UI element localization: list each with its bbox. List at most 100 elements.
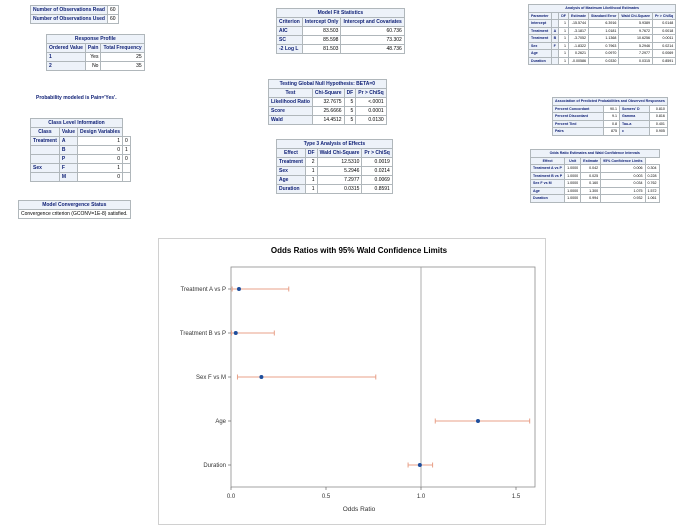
table-cell: 1 [558, 49, 569, 58]
y-tick-label: Duration [203, 463, 226, 469]
table-cell: Tau-a [619, 119, 650, 128]
class_level-title: Class Level Information [29, 118, 124, 128]
mle-header: Wald Chi-Square [618, 11, 653, 20]
table-cell: Sex [30, 163, 60, 173]
table-cell [30, 172, 60, 182]
mle-header: Estimate [568, 11, 589, 20]
estimate-point [417, 463, 422, 467]
x-tick-label: 1.5 [512, 494, 521, 500]
table-cell [122, 172, 131, 182]
type3-header: DF [304, 148, 318, 158]
class-level-panel: Class Level Information Class Value Design … [29, 118, 131, 182]
table-cell: Treatment [276, 157, 306, 167]
table-cell: 0.0315 [316, 184, 363, 194]
y-tick-label: Treatment A vs P [181, 287, 226, 293]
fit_stats-header: Intercept and Covariates [340, 17, 405, 27]
table-cell [550, 19, 560, 28]
table-cell: 1.0181 [587, 26, 620, 35]
table-cell: Yes [84, 52, 102, 62]
table-row: Sex F 1 -1.8322 0.7963 5.2946 0.0214 [528, 41, 677, 50]
table-cell: Sex [528, 41, 552, 50]
table-row: Treatment A vs P 1.0000 0.042 0.006 0.304 [529, 164, 660, 173]
class-level-table: Class Level Information Class Value Design … [29, 118, 131, 182]
table-cell: 0.0970 [587, 49, 620, 58]
table-cell: 5.2946 [316, 166, 363, 176]
table-cell: 0.8591 [361, 184, 393, 194]
response-profile-table: Response Profile Ordered Value Pain Total F… [46, 34, 145, 71]
table-cell: Percent Tied [551, 119, 605, 128]
fit-stats-panel: Model Fit Statistics Criterion Intercept O… [276, 8, 405, 54]
table-cell: 9.1 [603, 112, 621, 121]
table-cell: 90.1 [603, 104, 621, 113]
table-row: -2 Log L 81.503 48.736 [276, 44, 405, 54]
estimate-point [233, 331, 238, 335]
odds-estimates-table: Odds Ratio Estimates and Wald Confidence… [529, 149, 660, 203]
table-cell [30, 145, 60, 155]
table-cell: 1.0000 [564, 164, 582, 173]
table-cell: A [550, 26, 560, 35]
table-cell: 0.006 [600, 164, 646, 173]
table-cell: M [58, 172, 78, 182]
table-cell: 1.1368 [587, 34, 620, 43]
global_null-header: DF [343, 88, 357, 98]
table-cell: Score [268, 106, 313, 116]
table-cell: 875 [603, 127, 621, 136]
table-cell [30, 154, 60, 164]
table-cell: 6.3916 [587, 19, 620, 28]
x-tick-label: 1.0 [417, 494, 426, 500]
table-cell: 0.0214 [651, 41, 677, 50]
table-cell: 25.6666 [311, 106, 345, 116]
table-cell: Likelihood Ratio [268, 97, 313, 107]
table-row: Duration 1.0000 0.994 0.932 1.061 [529, 194, 660, 203]
table-cell: 1 [122, 145, 131, 155]
table-cell: 0.0130 [355, 115, 387, 125]
table-cell: 1.572 [644, 186, 660, 195]
table-cell: 0.0001 [355, 106, 387, 116]
table-cell: 85.598 [301, 35, 342, 45]
fit_stats-header: Intercept Only [301, 17, 342, 27]
table-cell: 0.7963 [587, 41, 620, 50]
table-cell: 7.2977 [316, 175, 363, 185]
table-row: Duration 1 0.0315 0.8591 [276, 184, 393, 194]
observations-panel: Number of Observations Read 60 Number of O… [30, 5, 119, 24]
table-cell: 1.0000 [564, 171, 582, 180]
table-cell: B [550, 34, 560, 43]
odds-estimates-panel: Odds Ratio Estimates and Wald Confidence… [529, 149, 660, 203]
table-cell: 1 [304, 166, 318, 176]
type3-table: Type 3 Analysis of Effects Effect DF Wald C… [276, 139, 393, 194]
table-cell: 0.0214 [361, 166, 393, 176]
table-cell: Duration [528, 56, 552, 65]
table-cell: 83.503 [301, 26, 342, 36]
table-row: Sex F 1 [30, 163, 131, 173]
table-cell: 0 [122, 154, 131, 164]
response_profile-header: Ordered Value [46, 43, 86, 53]
table-row: Treatment A 1 0 [30, 136, 131, 146]
table-cell: Somers' D [619, 104, 650, 113]
table-cell: c [619, 127, 650, 136]
odds_table-header: Effect [529, 156, 566, 165]
table-row: Treatment 2 12.5310 0.0019 [276, 157, 393, 167]
table-cell: 5 [343, 97, 357, 107]
table-cell: F [58, 163, 78, 173]
odds-ratio-chart-frame: Odds Ratios with 95% Wald Confidence Lim… [158, 238, 546, 525]
table-cell: 60.736 [340, 26, 405, 36]
table-cell: F [550, 41, 560, 50]
odds_table-header: Unit [564, 156, 582, 165]
table-cell: 0.0148 [651, 19, 677, 28]
mle-header: Parameter [528, 11, 552, 20]
table-cell: 0.003 [600, 171, 646, 180]
odds-ratio-chart: Odds Ratios with 95% Wald Confidence Lim… [180, 246, 536, 513]
table-row: Percent Concordant 90.1 Somers' D 0.810 [551, 104, 668, 113]
odds_table-header: Estimate [580, 156, 602, 165]
table-cell: 1.0000 [564, 194, 582, 203]
table-cell: 0.816 [648, 112, 668, 121]
table-cell: 7.2977 [618, 49, 653, 58]
y-tick-label: Sex F vs M [196, 375, 226, 381]
table-cell: 35 [100, 61, 145, 71]
type3-title: Type 3 Analysis of Effects [276, 139, 393, 149]
convergence-panel: Model Convergence Status Convergence cri… [18, 200, 131, 219]
table-cell: 1.0000 [564, 186, 582, 195]
table-row: Wald 14.4512 5 0.0130 [268, 115, 387, 125]
